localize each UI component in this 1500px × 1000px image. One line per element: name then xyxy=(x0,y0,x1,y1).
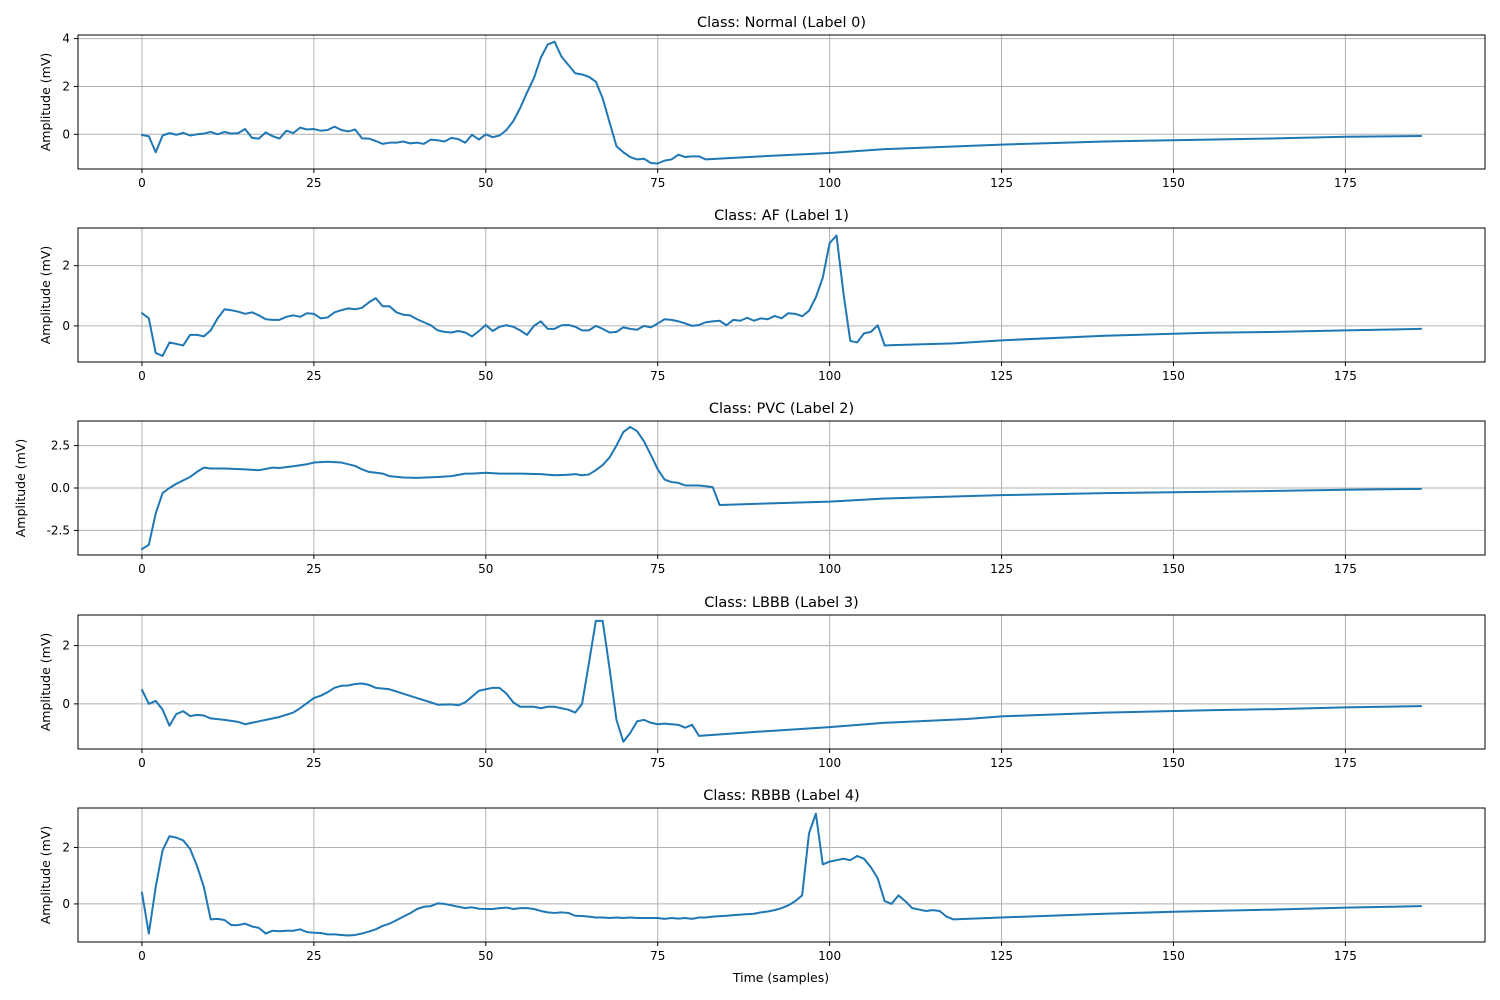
x-tick-label: 100 xyxy=(818,562,841,576)
subplot-0: 0 25 50 75 100 125 150 175 0 2 4 Class: Normal (Lab… xyxy=(38,15,1486,190)
x-tick-label: 175 xyxy=(1334,562,1357,576)
x-tick-label: 50 xyxy=(478,756,493,770)
x-tick-label: 25 xyxy=(306,756,321,770)
ecg-series-line xyxy=(140,425,1423,551)
plot-frame xyxy=(77,614,1486,750)
x-tick-label: 0 xyxy=(138,369,146,383)
x-tick-label: 100 xyxy=(818,369,841,383)
x-tick-label: 175 xyxy=(1334,949,1357,963)
y-tick-label: 0 xyxy=(62,697,70,711)
y-tick-label: 0 xyxy=(62,319,70,333)
y-tick-label: 2 xyxy=(62,79,70,93)
subplot-title: Class: PVC (Label 2) xyxy=(709,401,854,417)
x-tick-label: 125 xyxy=(990,176,1013,190)
x-tick-label: 25 xyxy=(306,562,321,576)
x-tick-label: 75 xyxy=(650,949,665,963)
x-tick-label: 50 xyxy=(478,176,493,190)
subplot-title: Class: Normal (Label 0) xyxy=(697,15,866,31)
y-axis-label: Amplitude (mV) xyxy=(38,53,53,152)
x-tick-label: 75 xyxy=(650,369,665,383)
y-tick-label: 0 xyxy=(62,127,70,141)
subplot-2: 0 25 50 75 100 125 150 175 -2.5 0.0 2.5 Class: PVC … xyxy=(13,401,1486,576)
y-tick-label: 2.5 xyxy=(51,439,70,453)
ecg-series-line xyxy=(140,812,1423,937)
plot-frame xyxy=(77,34,1486,170)
y-axis-label: Amplitude (mV) xyxy=(38,633,53,732)
y-tick-label: 0.0 xyxy=(51,481,70,495)
x-tick-label: 75 xyxy=(650,176,665,190)
x-tick-label: 50 xyxy=(478,562,493,576)
x-tick-label: 25 xyxy=(306,949,321,963)
y-tick-label: -2.5 xyxy=(47,523,70,537)
y-tick-label: 2 xyxy=(62,840,70,854)
plot-frame xyxy=(77,227,1486,363)
subplot-title: Class: LBBB (Label 3) xyxy=(704,595,858,611)
x-tick-label: 125 xyxy=(990,369,1013,383)
y-tick-label: 2 xyxy=(62,259,70,273)
subplot-title: Class: RBBB (Label 4) xyxy=(703,788,859,804)
subplot-title: Class: AF (Label 1) xyxy=(714,208,849,224)
x-tick-label: 0 xyxy=(138,176,146,190)
plot-frame xyxy=(77,807,1486,943)
x-tick-label: 0 xyxy=(138,756,146,770)
x-tick-label: 50 xyxy=(478,369,493,383)
x-tick-label: 0 xyxy=(138,949,146,963)
x-tick-label: 50 xyxy=(478,949,493,963)
x-tick-label: 125 xyxy=(990,562,1013,576)
subplot-3: 0 25 50 75 100 125 150 175 0 2 Class: LBBB (Label … xyxy=(38,595,1486,770)
x-tick-label: 175 xyxy=(1334,756,1357,770)
x-tick-label: 125 xyxy=(990,756,1013,770)
x-tick-label: 150 xyxy=(1162,756,1185,770)
x-tick-label: 75 xyxy=(650,756,665,770)
x-tick-label: 75 xyxy=(650,562,665,576)
ecg-series-line xyxy=(140,619,1423,743)
x-tick-label: 25 xyxy=(306,369,321,383)
x-tick-label: 150 xyxy=(1162,176,1185,190)
x-tick-label: 150 xyxy=(1162,369,1185,383)
y-axis-label: Amplitude (mV) xyxy=(13,439,28,538)
ecg-series-line xyxy=(140,234,1423,357)
subplot-4: 0 25 50 75 100 125 150 175 0 2 Class: RBBB (Label … xyxy=(38,788,1486,963)
x-tick-label: 100 xyxy=(818,756,841,770)
x-axis-label: Time (samples) xyxy=(732,970,829,985)
subplot-panels: 0 25 50 75 100 125 150 175 0 2 4 Class: Normal (Lab… xyxy=(13,15,1486,963)
y-axis-label: Amplitude (mV) xyxy=(38,826,53,925)
y-tick-label: 2 xyxy=(62,639,70,653)
y-tick-label: 4 xyxy=(62,32,70,46)
x-tick-label: 175 xyxy=(1334,176,1357,190)
x-tick-label: 150 xyxy=(1162,562,1185,576)
x-tick-label: 0 xyxy=(138,562,146,576)
ecg-series-line xyxy=(140,40,1423,165)
x-tick-label: 100 xyxy=(818,176,841,190)
x-tick-label: 125 xyxy=(990,949,1013,963)
x-tick-label: 25 xyxy=(306,176,321,190)
subplot-1: 0 25 50 75 100 125 150 175 0 2 Class: AF (Label 1)… xyxy=(38,208,1486,383)
x-tick-label: 100 xyxy=(818,949,841,963)
y-tick-label: 0 xyxy=(62,897,70,911)
x-tick-label: 175 xyxy=(1334,369,1357,383)
x-tick-label: 150 xyxy=(1162,949,1185,963)
y-axis-label: Amplitude (mV) xyxy=(38,246,53,345)
